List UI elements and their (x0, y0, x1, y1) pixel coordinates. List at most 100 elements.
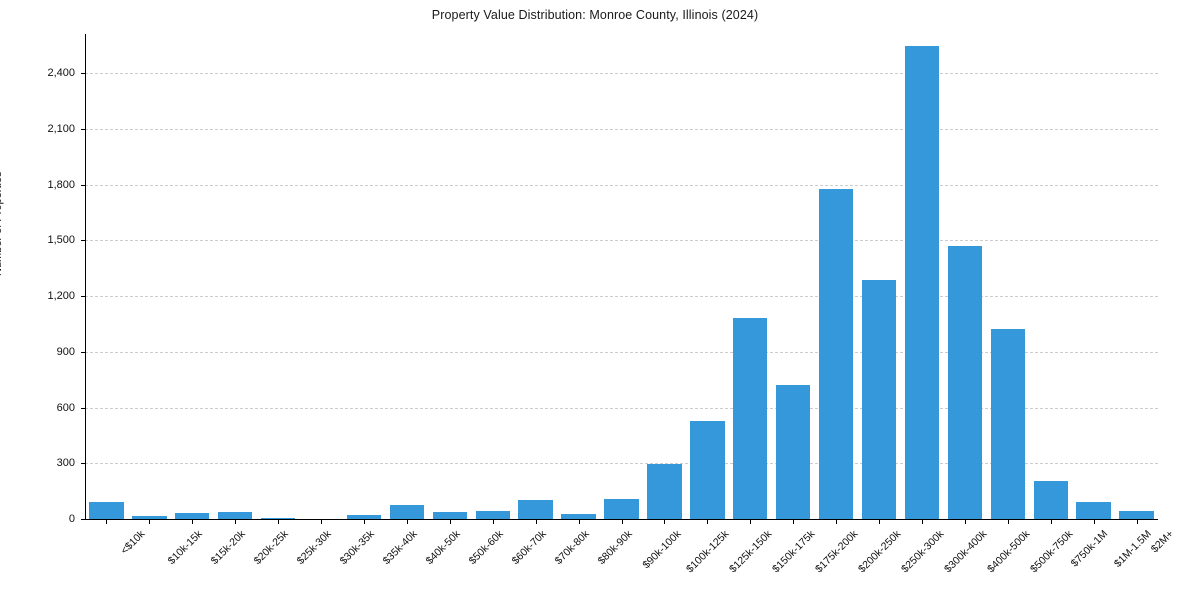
y-tick-label: 0 (68, 513, 75, 525)
bar[interactable] (518, 499, 553, 519)
bar[interactable] (218, 511, 253, 519)
y-tick-label: 300 (56, 457, 75, 470)
x-tick-label: $500k-750k (1027, 528, 1076, 576)
x-tick-label: $300k-400k (942, 528, 990, 576)
x-tick-mark (492, 520, 494, 524)
gridline (85, 128, 1158, 130)
gridline (85, 73, 1158, 75)
x-tick-label: $60k-70k (509, 528, 549, 568)
bar[interactable] (346, 514, 382, 519)
y-tick-label: 1,800 (47, 178, 75, 191)
bar[interactable] (861, 279, 897, 519)
bar[interactable] (175, 513, 210, 519)
bar[interactable] (89, 502, 124, 519)
x-tick-mark (321, 520, 323, 524)
gridline (85, 296, 1158, 297)
x-tick-label: $125k-150k (727, 528, 775, 576)
bar[interactable] (432, 511, 467, 519)
bar[interactable] (1076, 501, 1111, 519)
bar[interactable] (604, 498, 639, 519)
bar[interactable] (389, 505, 425, 519)
x-tick-mark (1050, 520, 1052, 524)
x-tick-mark (278, 520, 280, 524)
x-tick-mark (149, 520, 151, 524)
x-tick-label: $90k-100k (639, 528, 684, 572)
bars-layer (85, 34, 1158, 519)
bar[interactable] (1119, 510, 1154, 519)
x-tick-label: $250k-300k (899, 528, 947, 576)
y-tick-label: 1,200 (47, 290, 75, 302)
x-tick-label: $150k-175k (770, 528, 818, 576)
x-tick-label: <$10k (118, 528, 148, 557)
x-tick-mark (750, 520, 752, 524)
x-tick-mark (664, 520, 666, 524)
x-tick-label: $750k-1M (1068, 528, 1110, 570)
x-tick-mark (879, 520, 881, 524)
x-tick-label: $40k-50k (423, 528, 463, 568)
y-tick-mark (81, 351, 85, 353)
x-tick-mark (192, 520, 194, 524)
y-tick-label: 2,400 (47, 67, 75, 80)
y-tick-label: 1,500 (47, 234, 75, 247)
bar[interactable] (1033, 480, 1068, 519)
x-tick-mark (449, 520, 451, 524)
bar[interactable] (561, 514, 596, 519)
x-tick-mark (535, 520, 537, 524)
y-tick-mark (81, 184, 85, 186)
bar[interactable] (475, 511, 510, 519)
y-tick-label: 900 (56, 345, 75, 358)
x-tick-label: $50k-60k (466, 528, 506, 568)
x-tick-label: $35k-40k (380, 528, 420, 568)
x-tick-mark (1007, 520, 1009, 524)
bar[interactable] (690, 421, 725, 519)
x-tick-label: $175k-200k (813, 528, 861, 576)
bar[interactable] (260, 518, 296, 519)
x-tick-label: $25k-30k (294, 528, 334, 568)
x-tick-mark (921, 520, 923, 524)
x-tick-label: $70k-80k (552, 528, 592, 568)
y-tick-mark (81, 240, 85, 242)
x-tick-label: $1M-1.5M (1111, 528, 1154, 570)
gridline (85, 184, 1158, 186)
bar[interactable] (132, 516, 167, 519)
gridline (85, 240, 1158, 242)
y-axis-spine (85, 34, 86, 520)
x-tick-label: $2M+ (1148, 528, 1176, 556)
x-tick-label: $80k-90k (595, 528, 635, 568)
gridline (85, 463, 1158, 465)
chart-title: Property Value Distribution: Monroe Coun… (431, 8, 759, 22)
bar[interactable] (947, 246, 983, 519)
x-tick-mark (707, 520, 709, 524)
y-tick-mark (81, 73, 85, 75)
x-tick-mark (235, 520, 237, 524)
bar[interactable] (647, 463, 682, 519)
y-tick-label: 2,100 (47, 122, 75, 135)
y-tick-mark (81, 296, 85, 297)
y-tick-mark (81, 407, 85, 409)
x-tick-mark (793, 520, 795, 524)
bar[interactable] (776, 384, 811, 519)
y-tick-label: 600 (56, 401, 75, 414)
x-tick-mark (1136, 520, 1138, 524)
x-tick-mark (964, 520, 966, 524)
x-tick-label: $400k-500k (984, 528, 1033, 576)
y-tick-mark (81, 519, 85, 520)
x-tick-label: $15k-20k (208, 528, 248, 568)
x-tick-mark (406, 520, 408, 524)
bar[interactable] (818, 188, 854, 519)
gridline (85, 351, 1158, 353)
bar[interactable] (990, 328, 1025, 519)
x-tick-mark (1093, 520, 1095, 524)
x-tick-label: $100k-125k (684, 528, 732, 576)
bar[interactable] (733, 318, 768, 519)
y-tick-mark (81, 128, 85, 130)
x-tick-mark (106, 520, 108, 524)
gridline (85, 407, 1158, 409)
bar[interactable] (904, 46, 940, 519)
x-tick-mark (578, 520, 580, 524)
x-tick-label: $200k-250k (856, 528, 904, 576)
x-tick-mark (363, 520, 365, 524)
x-tick-mark (836, 520, 838, 524)
gridlines-layer (85, 34, 1158, 519)
